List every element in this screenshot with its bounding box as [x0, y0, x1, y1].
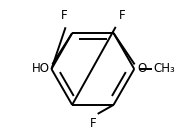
Text: F: F [118, 9, 125, 22]
Text: CH₃: CH₃ [153, 63, 175, 75]
Text: O: O [138, 63, 147, 75]
Text: HO: HO [31, 63, 49, 75]
Text: F: F [61, 9, 67, 22]
Text: F: F [90, 117, 96, 130]
